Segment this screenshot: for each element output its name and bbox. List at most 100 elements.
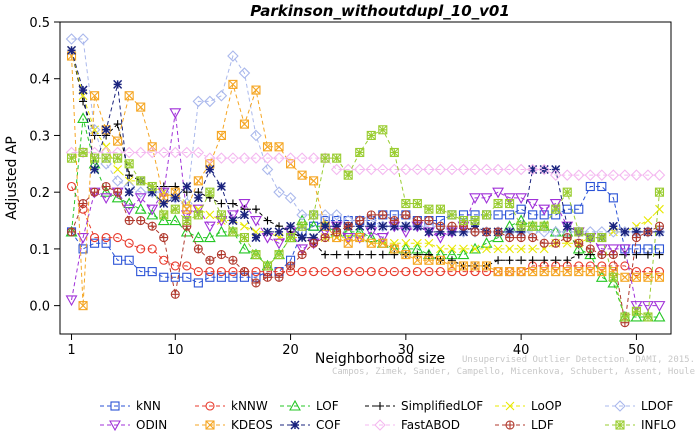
data-point-simplifiedlof: [390, 250, 399, 259]
data-point-inflo: [193, 210, 203, 220]
data-point-kdeos-part: [274, 142, 284, 152]
data-point-simplifiedlof-part: [332, 250, 341, 259]
data-point-cof-part: [297, 233, 307, 243]
data-point-cof: [124, 187, 134, 197]
data-point-ldof: [238, 67, 251, 79]
data-point-lof: [134, 203, 147, 214]
data-point-kdeos-part: [597, 267, 607, 277]
data-point-lof-part: [480, 237, 493, 248]
data-point-ldf-part: [540, 239, 549, 248]
data-point-simplifiedlof: [367, 250, 376, 259]
data-point-knn-part: [562, 204, 572, 214]
data-point-simplifiedlof-part: [125, 171, 134, 180]
data-point-fastabod-part: [238, 152, 251, 164]
data-point-ldf-part: [586, 244, 595, 253]
data-point-cof: [251, 233, 261, 243]
data-point-lof: [457, 248, 470, 260]
data-point-ldof-part: [65, 33, 78, 45]
data-point-odin: [296, 244, 309, 256]
data-point-fastabod: [423, 163, 435, 176]
data-point-knnw-part: [182, 261, 192, 271]
data-point-knn: [113, 255, 123, 265]
data-point-lof: [307, 220, 320, 231]
data-point-ldf-part: [367, 210, 376, 219]
data-point-ldf-part: [563, 233, 572, 242]
data-point-knn: [159, 272, 169, 282]
x-tick-label: 40: [513, 343, 530, 358]
data-point-lof: [653, 310, 666, 322]
data-point-knn: [539, 210, 549, 220]
data-point-kdeos-part: [297, 170, 307, 180]
data-point-fastabod-part: [157, 146, 170, 159]
data-point-kdeos-part: [297, 170, 307, 180]
data-point-cof: [355, 221, 365, 231]
data-point-loop: [493, 244, 503, 254]
data-point-kdeos-part: [528, 267, 538, 277]
data-point-simplifiedlof: [332, 250, 341, 259]
data-point-knnw-part: [251, 267, 261, 277]
data-point-knn: [136, 267, 146, 277]
data-point-inflo-part: [297, 221, 307, 231]
data-point-knnw: [654, 267, 665, 277]
data-point-ldf-part: [505, 233, 514, 242]
data-point-ldf-part: [286, 261, 295, 270]
data-point-lof: [146, 208, 159, 220]
data-point-loop-part: [401, 238, 411, 248]
data-point-odin-part: [342, 233, 355, 244]
data-point-kdeos-part: [458, 261, 469, 271]
legend-marker-part: [376, 402, 384, 410]
data-point-loop: [401, 238, 411, 248]
data-point-ldof-part: [377, 220, 389, 232]
data-point-knnw-part: [620, 261, 630, 271]
data-point-knn-part: [147, 267, 157, 277]
data-point-inflo: [262, 261, 273, 271]
data-point-cof-part: [182, 181, 192, 192]
data-point-ldf-part: [102, 182, 111, 191]
data-point-kdeos-part: [470, 261, 480, 271]
data-point-knn-part: [585, 181, 595, 192]
data-point-kdeos-part: [343, 238, 353, 248]
data-point-fastabod-part: [469, 163, 481, 176]
data-point-inflo: [78, 147, 88, 158]
data-point-inflo-part: [205, 187, 215, 197]
data-point-ldf-part: [263, 273, 272, 282]
data-point-kdeos-part: [585, 267, 595, 276]
data-point-knnw: [332, 267, 342, 277]
data-point-kdeos-part: [228, 80, 238, 89]
data-point-kdeos: [389, 244, 399, 254]
data-point-fastabod-part: [204, 152, 216, 164]
data-point-ldf-part: [517, 233, 526, 242]
data-point-knnw-part: [608, 261, 618, 271]
data-point-kdeos-part: [424, 255, 434, 265]
data-point-knn: [516, 204, 526, 214]
data-point-odin-part: [77, 233, 89, 244]
data-point-simplifiedlof: [79, 97, 88, 106]
data-point-loop-part: [528, 244, 538, 254]
data-point-kdeos: [262, 142, 273, 152]
data-point-inflo: [608, 272, 618, 282]
data-point-fastabod: [365, 163, 378, 176]
data-point-ldf-part: [275, 273, 284, 282]
data-point-inflo: [309, 210, 319, 220]
data-point-cof-part: [505, 227, 515, 237]
data-point-simplifiedlof-part: [217, 199, 226, 208]
data-point-kdeos-part: [355, 233, 365, 243]
data-point-cof-part: [528, 164, 538, 175]
data-point-knn: [597, 181, 607, 192]
data-point-ldf-part: [148, 222, 157, 231]
data-point-knnw-part: [435, 267, 445, 277]
data-point-ldof: [88, 124, 101, 136]
data-point-ldof: [653, 226, 666, 238]
data-point-ldf-part: [378, 210, 387, 219]
data-point-odin: [595, 244, 608, 256]
data-point-inflo: [389, 147, 399, 158]
data-point-inflo: [620, 312, 630, 322]
data-point-knnw: [297, 267, 307, 277]
data-point-odin: [503, 193, 516, 204]
data-point-fastabod: [307, 152, 320, 164]
data-point-fastabod: [607, 169, 620, 181]
series-line-odin: [71, 112, 660, 307]
data-point-simplifiedlof-part: [540, 256, 549, 265]
data-point-simplifiedlof: [447, 256, 456, 265]
data-point-kdeos-part: [597, 267, 607, 276]
